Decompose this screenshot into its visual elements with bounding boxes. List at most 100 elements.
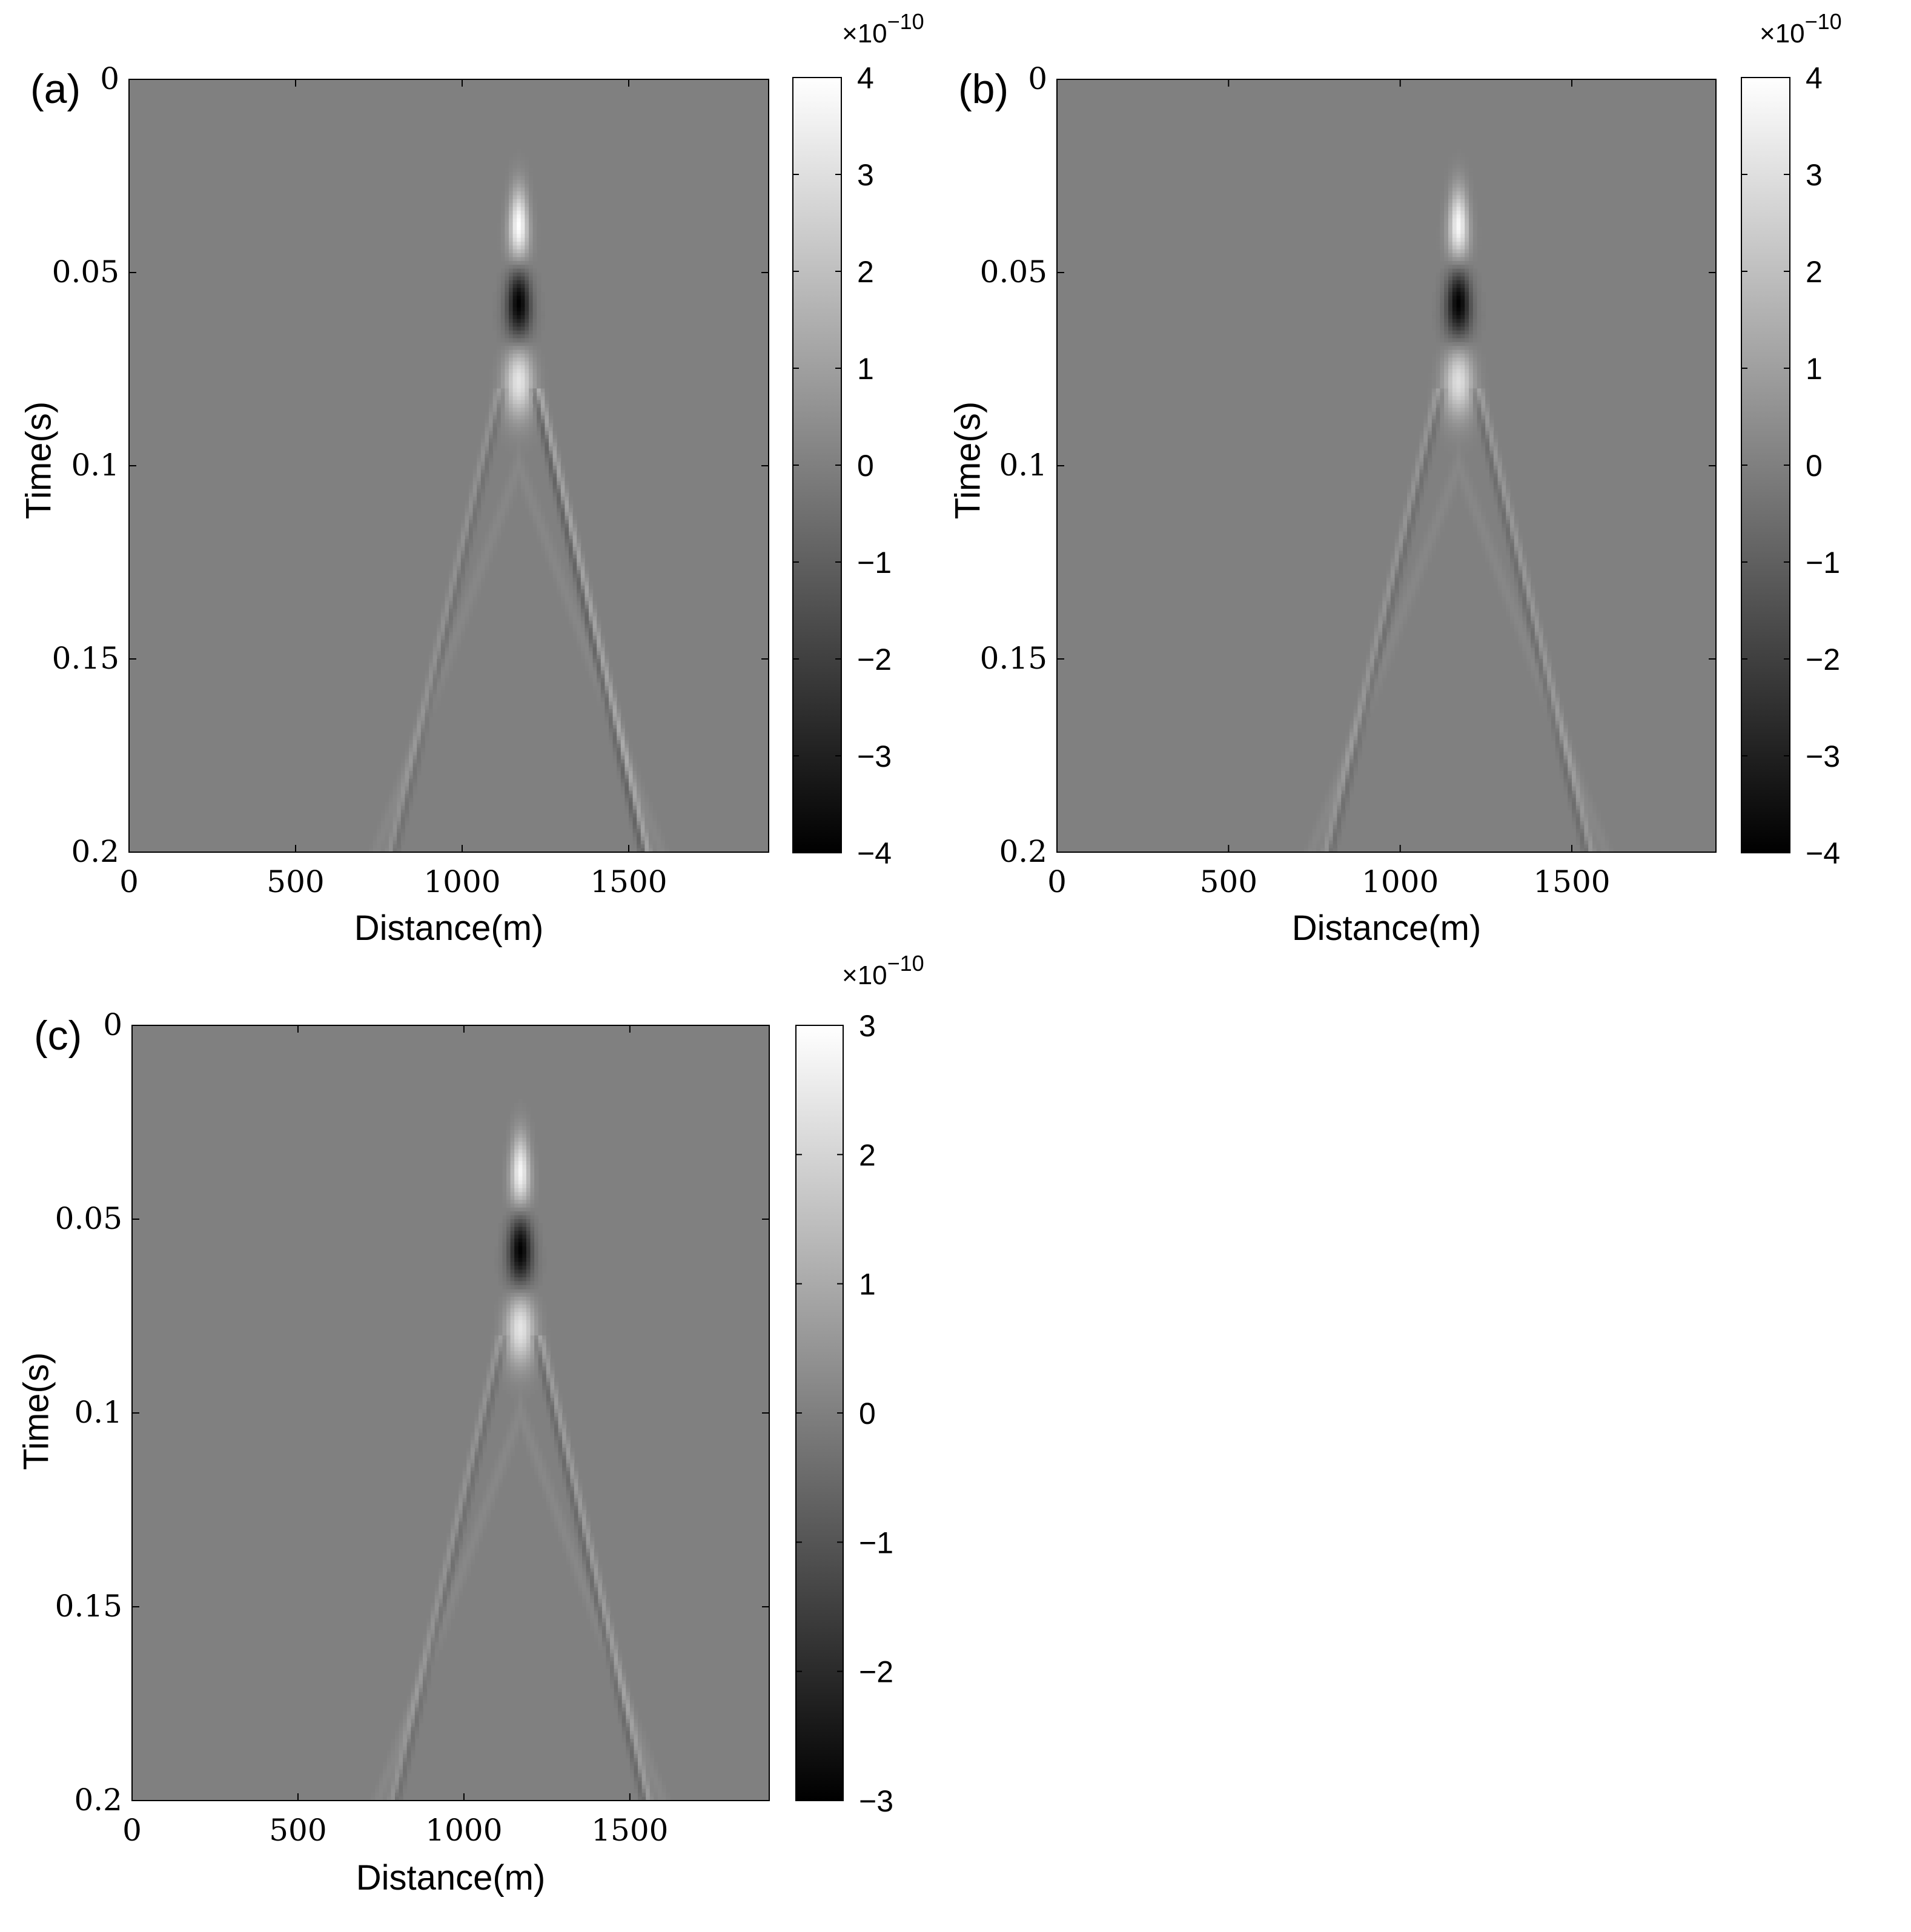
heatmap-cell	[1444, 257, 1449, 262]
heatmap-cell	[517, 400, 522, 405]
heatmap-cell	[395, 1777, 400, 1782]
heatmap-cell	[1465, 273, 1469, 277]
heatmap-cell	[409, 798, 414, 802]
heatmap-cell	[1489, 415, 1494, 420]
heatmap-cell	[529, 330, 534, 335]
heatmap-cell	[465, 520, 469, 524]
heatmap-cell	[657, 844, 661, 849]
heatmap-cell	[1308, 844, 1313, 849]
heatmap-cell	[1403, 597, 1408, 601]
heatmap-cell	[1345, 806, 1350, 810]
heatmap-cell	[497, 234, 502, 239]
heatmap-cell	[1497, 593, 1502, 598]
heatmap-cell	[1555, 693, 1560, 698]
heatmap-cell	[512, 427, 517, 432]
heatmap-cell	[1316, 809, 1321, 814]
heatmap-cell	[497, 408, 502, 412]
heatmap-cell	[1572, 744, 1577, 749]
heatmap-cell	[469, 593, 474, 598]
heatmap-cell	[1465, 303, 1469, 308]
heatmap-cell	[644, 821, 649, 825]
heatmap-cell	[1518, 601, 1523, 606]
heatmap-cell	[1337, 782, 1342, 787]
heatmap-cell	[1444, 330, 1449, 335]
heatmap-cell	[1510, 570, 1515, 575]
heatmap-cell	[1588, 844, 1593, 849]
heatmap-cell	[1596, 829, 1601, 833]
heatmap-cell	[624, 790, 629, 795]
heatmap-cell	[1448, 253, 1453, 258]
heatmap-cell	[509, 334, 514, 339]
heatmap-cell	[1436, 311, 1440, 316]
heatmap-cell	[505, 307, 509, 312]
heatmap-cell	[1531, 597, 1535, 601]
heatmap-cell	[520, 330, 525, 335]
heatmap-cell	[1472, 222, 1478, 227]
heatmap-cell	[509, 466, 514, 470]
heatmap-cell	[1456, 245, 1461, 250]
heatmap-cell	[1411, 504, 1416, 509]
heatmap-cell	[1472, 288, 1478, 293]
heatmap-cell	[1440, 408, 1445, 412]
heatmap-cell	[1386, 604, 1391, 609]
heatmap-cell	[509, 377, 514, 382]
heatmap-cell	[405, 752, 409, 756]
heatmap-cell	[437, 666, 442, 671]
heatmap-cell	[1312, 821, 1317, 825]
heatmap-cell	[577, 531, 581, 536]
heatmap-cell	[497, 288, 502, 293]
heatmap-cell	[497, 296, 502, 300]
heatmap-cell	[1369, 659, 1375, 663]
heatmap-cell	[440, 690, 445, 694]
heatmap-cell	[585, 601, 589, 606]
heatmap-cell	[1465, 265, 1469, 270]
heatmap-cell	[592, 635, 597, 640]
heatmap-cell	[1481, 512, 1486, 517]
heatmap-cell	[400, 775, 405, 779]
heatmap-cell	[1477, 423, 1482, 428]
heatmap-cell	[1551, 678, 1556, 683]
heatmap-cell	[423, 1657, 428, 1662]
heatmap-cell	[1452, 427, 1457, 432]
heatmap-cell	[1547, 655, 1552, 660]
heatmap-cell	[580, 651, 585, 656]
heatmap-cell	[517, 237, 522, 242]
heatmap-cell	[500, 427, 505, 432]
heatmap-cell	[1411, 489, 1416, 494]
heatmap-cell	[1547, 678, 1552, 683]
heatmap-cell	[1460, 187, 1465, 192]
heatmap-cell	[572, 528, 577, 532]
heatmap-cell	[624, 786, 629, 791]
heatmap-cell	[545, 380, 549, 385]
heatmap-cell	[391, 1781, 396, 1785]
heatmap-cell	[379, 1785, 383, 1790]
heatmap-cell	[500, 365, 505, 370]
heatmap-cell	[565, 531, 569, 536]
heatmap-cell	[1485, 539, 1490, 544]
heatmap-cell	[440, 659, 445, 663]
heatmap-cell	[1497, 485, 1502, 489]
heatmap-cell	[592, 620, 597, 625]
heatmap-cell	[1399, 616, 1403, 621]
heatmap-cell	[1465, 195, 1469, 200]
heatmap-cell	[660, 836, 665, 841]
heatmap-cell	[1349, 736, 1354, 741]
heatmap-cell	[492, 531, 497, 536]
heatmap-cell	[1575, 782, 1581, 787]
heatmap-cell	[1575, 825, 1581, 830]
heatmap-cell	[604, 655, 609, 660]
heatmap-cell	[612, 690, 617, 694]
heatmap-cell	[1448, 210, 1453, 215]
heatmap-cell	[1341, 763, 1346, 768]
heatmap-cell	[1444, 179, 1449, 184]
heatmap-cell	[1460, 330, 1465, 335]
heatmap-cell	[489, 466, 494, 470]
heatmap-cell	[417, 721, 422, 726]
heatmap-cell	[1547, 713, 1552, 718]
heatmap-cell	[1518, 578, 1523, 582]
heatmap-cell	[1568, 767, 1572, 772]
heatmap-cell	[397, 802, 402, 807]
heatmap-cell	[505, 380, 509, 385]
heatmap-cell	[1460, 492, 1465, 497]
heatmap-cell	[1431, 388, 1437, 393]
